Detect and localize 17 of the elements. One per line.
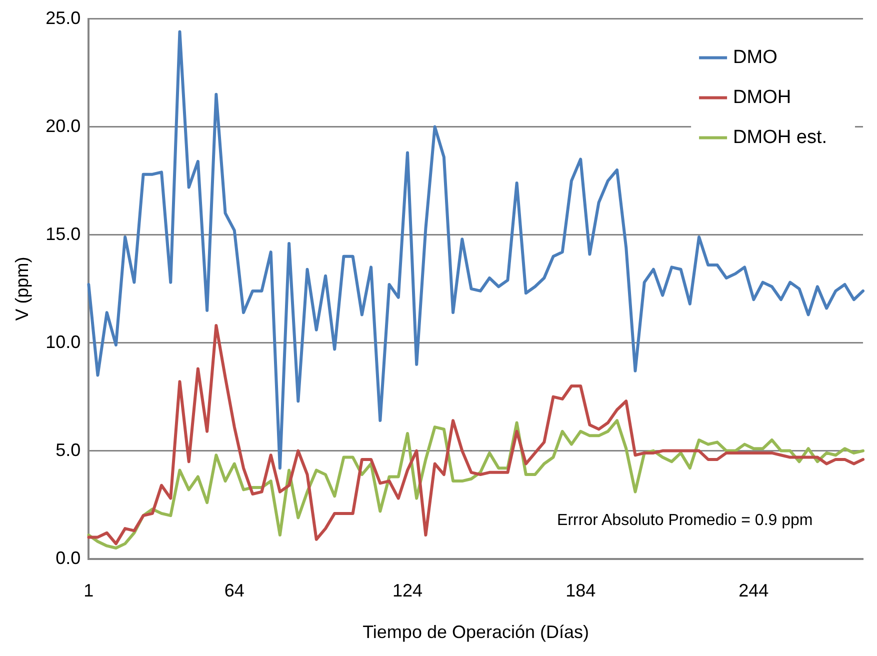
x-tick-label: 124 bbox=[392, 580, 423, 601]
y-tick-label: 0.0 bbox=[56, 548, 81, 568]
legend-label: DMO bbox=[733, 47, 778, 68]
x-axis-title: Tiempo de Operación (Días) bbox=[362, 622, 590, 642]
x-tick-label: 1 bbox=[84, 580, 94, 601]
y-axis-title: V (ppm) bbox=[12, 256, 32, 321]
x-tick-label: 244 bbox=[738, 580, 769, 601]
x-tick-label: 184 bbox=[566, 580, 596, 601]
annotation: Errror Absoluto Promedio = 0.9 ppm bbox=[557, 512, 813, 530]
x-tick-label: 64 bbox=[224, 580, 244, 601]
y-tick-label: 25.0 bbox=[46, 8, 81, 28]
y-tick-label: 10.0 bbox=[46, 332, 81, 352]
legend-label: DMOH bbox=[733, 87, 792, 108]
legend-label: DMOH est. bbox=[733, 127, 827, 148]
y-tick-label: 5.0 bbox=[56, 440, 81, 460]
y-tick-label: 20.0 bbox=[46, 116, 81, 136]
y-tick-label: 15.0 bbox=[46, 224, 81, 244]
